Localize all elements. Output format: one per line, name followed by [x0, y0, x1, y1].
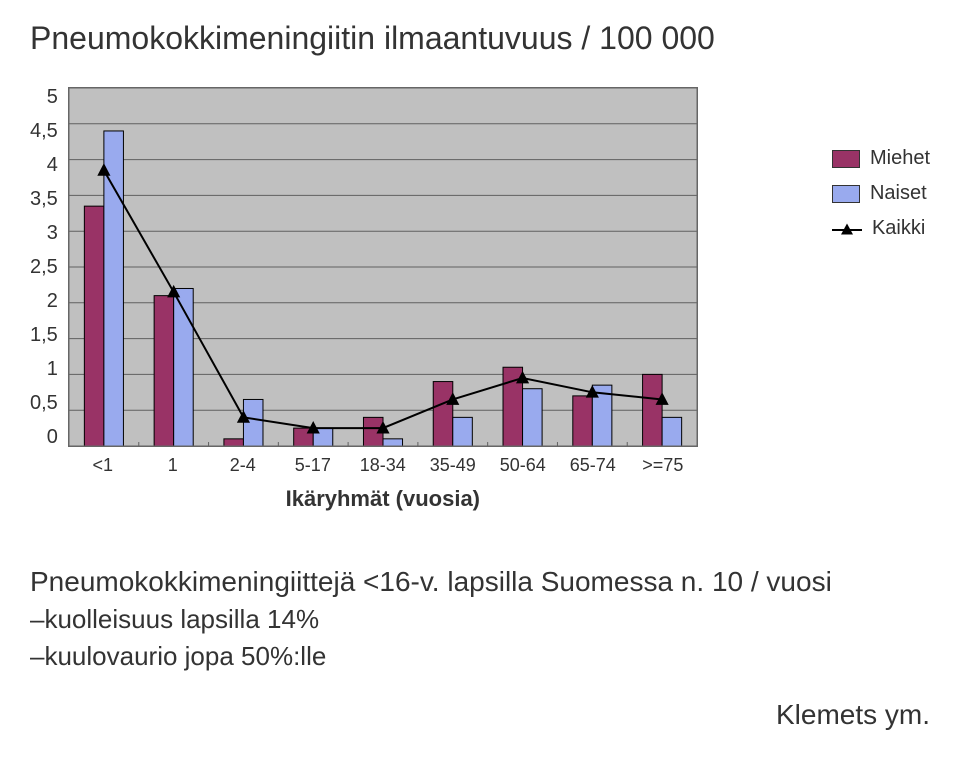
x-axis: <112-45-1718-3435-4950-6465-74>=75	[68, 455, 698, 476]
footer-line-1: Pneumokokkimeningiittejä <16-v. lapsilla…	[30, 562, 930, 601]
legend-swatch	[832, 185, 860, 203]
y-tick: 3	[47, 223, 58, 243]
footer-bullet-2: –kuulovaurio jopa 50%:lle	[30, 638, 930, 674]
x-tick: <1	[68, 455, 138, 476]
legend-label: Miehet	[870, 147, 930, 170]
x-tick: 5-17	[278, 455, 348, 476]
x-tick: 35-49	[418, 455, 488, 476]
y-tick: 0	[47, 427, 58, 447]
y-axis: 5 4,5 4 3,5 3 2,5 2 1,5 1 0,5 0	[30, 87, 68, 447]
plot-box: <112-45-1718-3435-4950-6465-74>=75 Ikäry…	[68, 87, 792, 512]
x-axis-label: Ikäryhmät (vuosia)	[68, 486, 698, 512]
legend-line-marker	[832, 220, 862, 238]
x-tick: 18-34	[348, 455, 418, 476]
y-tick: 0,5	[30, 393, 58, 413]
legend-item: Naiset	[832, 182, 930, 205]
legend-swatch	[832, 150, 860, 168]
chart-container: 54,543,532,521,510,50 <112-45-1718-3435-…	[30, 87, 930, 512]
x-tick: 2-4	[208, 455, 278, 476]
chart-title: Pneumokokkimeningiitin ilmaantuvuus / 10…	[30, 20, 930, 57]
plot-area	[68, 87, 698, 447]
y-tick: 1,5	[30, 325, 58, 345]
legend-label: Naiset	[870, 182, 927, 205]
x-tick: >=75	[628, 455, 698, 476]
legend-label: Kaikki	[872, 217, 925, 240]
legend-item: Kaikki	[832, 217, 930, 240]
x-tick: 65-74	[558, 455, 628, 476]
x-tick: 50-64	[488, 455, 558, 476]
x-tick: 1	[138, 455, 208, 476]
y-tick: 2,5	[30, 257, 58, 277]
footer-bullet-1: –kuolleisuus lapsilla 14%	[30, 601, 930, 637]
y-tick: 1	[47, 359, 58, 379]
chart-svg	[69, 88, 697, 446]
legend: Miehet Naiset Kaikki	[832, 147, 930, 252]
y-tick: 4,5	[30, 121, 58, 141]
legend-item: Miehet	[832, 147, 930, 170]
source-citation: Klemets ym.	[30, 699, 930, 731]
y-tick: 4	[47, 155, 58, 175]
y-tick: 5	[47, 87, 58, 107]
y-tick: 3,5	[30, 189, 58, 209]
y-tick: 2	[47, 291, 58, 311]
